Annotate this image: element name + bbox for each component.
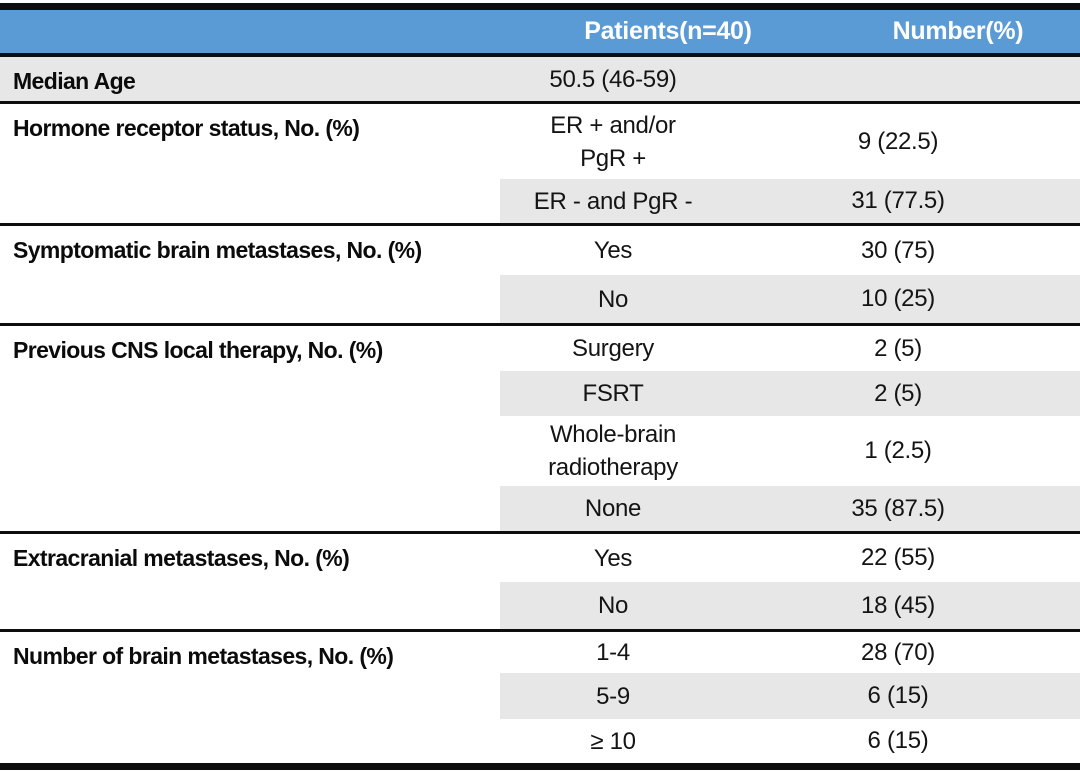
subcategory-cell: ER - and PgR - bbox=[500, 179, 740, 223]
subcategory-text: FSRT bbox=[582, 380, 644, 407]
table-top-rule bbox=[0, 3, 1080, 10]
subcategory-text: 1-4 bbox=[596, 639, 630, 666]
subcategory-cell: None bbox=[500, 486, 740, 531]
value-cell: 2 (5) bbox=[740, 371, 1080, 416]
subcategory-text: ER - and PgR - bbox=[533, 187, 693, 215]
category-label: Median Age bbox=[13, 68, 136, 94]
subcategory-cell: ≥ 10 bbox=[500, 719, 740, 763]
subcategory-text: 50.5 (46-59) bbox=[549, 65, 677, 93]
value-cell: 28 (70) bbox=[861, 638, 935, 666]
subcategory-text: Yes bbox=[593, 237, 633, 264]
subcategory-cell: FSRT bbox=[500, 371, 740, 416]
subcategory-text: ≥ 10 bbox=[590, 727, 636, 755]
subcategory-text: None bbox=[584, 495, 642, 522]
subcategory-cell: ER + and/or PgR + bbox=[500, 104, 740, 179]
section-previous-cns-local-therapy: Previous CNS local therapy, No. (%) Surg… bbox=[0, 326, 1080, 531]
header-cell-patients: Patients(n=40) bbox=[584, 17, 752, 45]
subcategory-cell: Whole-brain radiotherapy bbox=[500, 416, 740, 486]
header-empty-cell bbox=[0, 10, 500, 53]
value-cell: 10 (25) bbox=[740, 275, 1080, 323]
header-bottom-rule bbox=[0, 53, 1080, 57]
value-cell: 31 (77.5) bbox=[740, 179, 1080, 223]
section-divider-rule bbox=[0, 323, 1080, 326]
value-cell: 18 (45) bbox=[740, 582, 1080, 629]
section-hormone-receptor-status: Hormone receptor status, No. (%) ER + an… bbox=[0, 104, 1080, 223]
table-header-row: Patients(n=40) Number(%) bbox=[0, 10, 1080, 53]
table-bottom-rule bbox=[0, 763, 1080, 770]
value-cell: 6 (15) bbox=[740, 673, 1080, 719]
category-label: Previous CNS local therapy, No. (%) bbox=[13, 337, 383, 363]
category-label: Number of brain metastases, No. (%) bbox=[13, 643, 394, 669]
subcategory-text: Yes bbox=[593, 544, 633, 572]
value-cell: 6 (15) bbox=[867, 727, 929, 754]
subcategory-text: No bbox=[597, 592, 629, 619]
subcategory-cell: 1-4 bbox=[500, 632, 740, 673]
value-cell: 2 (5) bbox=[874, 334, 922, 362]
section-number-of-brain-metastases: Number of brain metastases, No. (%) 1-4 … bbox=[0, 632, 1080, 763]
subcategory-text: ER + and/or bbox=[550, 111, 676, 139]
section-divider-rule bbox=[0, 101, 1080, 104]
section-extracranial-metastases: Extracranial metastases, No. (%) Yes 22 … bbox=[0, 534, 1080, 629]
subcategory-text: PgR + bbox=[580, 144, 646, 172]
value-cell: 22 (55) bbox=[861, 544, 935, 571]
section-divider-rule bbox=[0, 531, 1080, 534]
subcategory-text: Surgery bbox=[572, 335, 654, 362]
subcategory-text: Whole-brain bbox=[549, 421, 677, 448]
subcategory-cell: No bbox=[500, 582, 740, 629]
subcategory-cell: Yes bbox=[500, 534, 740, 582]
value-cell: 35 (87.5) bbox=[740, 486, 1080, 531]
header-cell-number: Number(%) bbox=[892, 17, 1024, 45]
category-label: Extracranial metastases, No. (%) bbox=[13, 545, 350, 571]
value-cell: 30 (75) bbox=[861, 236, 935, 264]
category-label: Hormone receptor status, No. (%) bbox=[13, 115, 360, 141]
subcategory-text: radiotherapy bbox=[548, 454, 678, 481]
subcategory-cell: No bbox=[500, 275, 740, 323]
subcategory-cell: Surgery bbox=[500, 326, 740, 371]
section-symptomatic-brain-metastases: Symptomatic brain metastases, No. (%) Ye… bbox=[0, 226, 1080, 323]
subcategory-text: 5-9 bbox=[596, 682, 630, 710]
subcategory-cell: 50.5 (46-59) bbox=[500, 57, 740, 101]
subcategory-cell: 5-9 bbox=[500, 673, 740, 719]
section-median-age: Median Age 50.5 (46-59) bbox=[0, 57, 1080, 101]
subcategory-cell: Yes bbox=[500, 226, 740, 275]
value-cell: 1 (2.5) bbox=[864, 437, 932, 464]
value-cell bbox=[740, 57, 1080, 101]
value-cell: 9 (22.5) bbox=[857, 127, 939, 155]
subcategory-text: No bbox=[597, 285, 629, 313]
section-divider-rule bbox=[0, 223, 1080, 226]
section-divider-rule bbox=[0, 629, 1080, 632]
category-label: Symptomatic brain metastases, No. (%) bbox=[13, 237, 422, 263]
